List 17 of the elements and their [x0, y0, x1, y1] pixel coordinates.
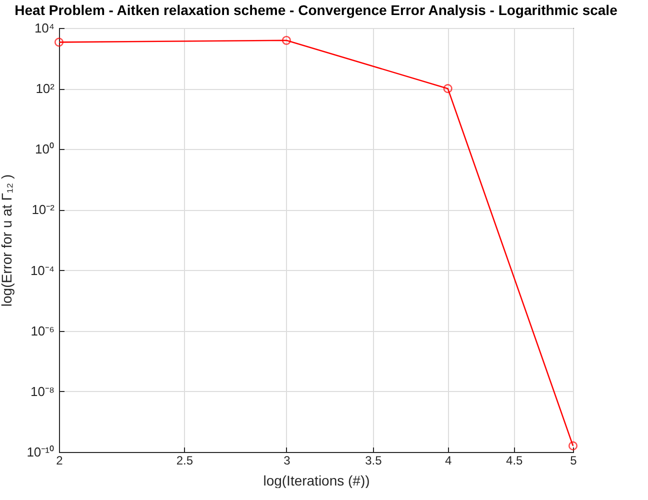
y-axis-title: log(Error for u at Γ₁₂ ) [0, 174, 15, 307]
y-tick-label: 10⁻² [32, 202, 56, 218]
y-tick-label: 10⁰ [35, 142, 54, 157]
y-tick-label: 10⁻⁴ [30, 262, 54, 278]
chart-title: Heat Problem - Aitken relaxation scheme - Convergence Error Analysis - Logarithmic scale [14, 2, 618, 18]
y-tick-label: 10² [36, 81, 56, 96]
x-tick-label: 3 [284, 454, 291, 468]
x-tick-label: 5 [570, 454, 578, 468]
x-tick-label: 4.5 [506, 454, 524, 468]
x-tick-label: 2.5 [176, 454, 194, 468]
x-tick-label: 4 [444, 454, 452, 468]
x-tick-label: 3.5 [365, 454, 382, 468]
y-tick-label: 10⁻¹⁰ [26, 444, 54, 460]
x-tick-label: 2 [56, 454, 64, 468]
y-tick-label: 10⁴ [34, 20, 54, 36]
y-tick-label: 10⁻⁶ [30, 323, 54, 338]
y-tick-label: 10⁻⁸ [30, 384, 54, 399]
